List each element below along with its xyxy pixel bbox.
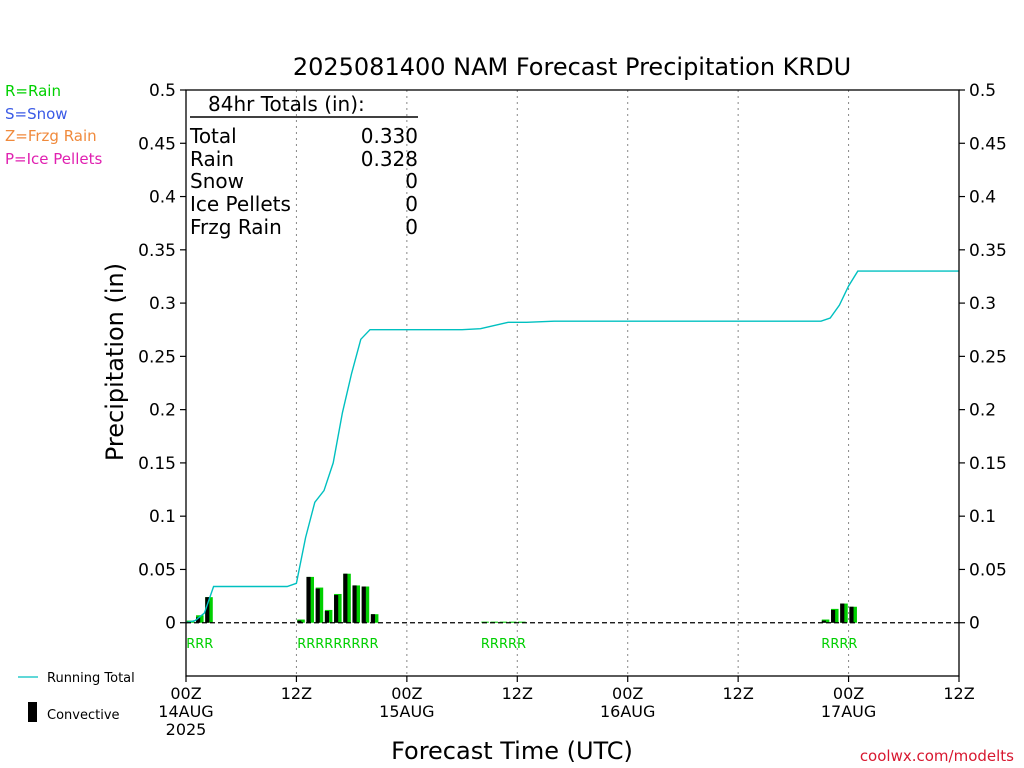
x-tick-label: 00Z [170,684,201,703]
y-tick-label-left: 0 [165,614,176,634]
rain-bar [508,621,517,623]
x-tick-label: 12Z [722,684,753,703]
convective-bar [205,597,210,623]
y-tick-label-right: 0.45 [969,134,1007,154]
totals-label-freezing-rain: Frzg Rain [190,215,282,239]
rain-bar [499,621,508,623]
y-tick-label-left: 0.45 [138,134,176,154]
totals-label-total: Total [189,124,237,148]
x-tick-label: 14AUG [158,702,213,721]
y-tick-label-left: 0.25 [138,347,176,367]
totals-label-rain: Rain [190,147,234,171]
x-tick-label: 12Z [502,684,533,703]
y-tick-label-right: 0.05 [969,560,1007,580]
totals-box: 84hr Totals (in): Total 0.330 Rain 0.328… [189,92,418,239]
x-tick-label: 00Z [833,684,864,703]
convective-bar [324,611,330,623]
convective-bar [334,595,339,623]
ptype-labels-group: RRR RRRRRRRRR RRRRR RRRR [186,637,857,652]
convective-bar [315,588,320,623]
y-tick-label-left: 0.2 [149,401,176,421]
convective-bar [370,614,376,623]
bars-group [186,573,857,623]
running-total-group [185,270,959,624]
y-tick-label-right: 0 [969,614,980,634]
y-tick-label-left: 0.05 [138,560,176,580]
x-tick-label: 12Z [943,684,974,703]
legend-ice-pellets: P=Ice Pellets [5,150,102,168]
y-axis-label: Precipitation (in) [101,263,129,461]
legend-freezing-rain: Z=Frzg Rain [5,127,97,145]
y-tick-label-left: 0.5 [149,81,176,101]
y-tick-label-left: 0.4 [149,188,176,208]
totals-label-snow: Snow [190,169,244,193]
y-tick-label-right: 0.25 [969,347,1007,367]
grid-lines [295,90,850,676]
convective-bar [821,620,826,623]
axes-group: 0 00.05 0.050.1 0.10.15 0.150.2 0.20.25 0.250.… [138,81,1007,739]
ptype-label: RRR [186,637,213,652]
ptype-label: RRRR [821,637,857,652]
totals-value-total: 0.330 [361,124,418,148]
x-tick-label: 17AUG [821,702,876,721]
x-tick-label: 2025 [166,720,207,739]
x-tick-label: 00Z [391,684,422,703]
totals-label-ice-pellets: Ice Pellets [190,192,291,216]
y-tick-label-left: 0.1 [149,507,176,527]
y-tick-label-right: 0.2 [969,401,996,421]
convective-bar [840,603,845,623]
convective-bar [830,609,836,623]
y-tick-label-right: 0.35 [969,241,1007,261]
x-tick-label: 12Z [281,684,312,703]
y-tick-label-left: 0.35 [138,241,176,261]
legend-running-total-label: Running Total [47,671,135,686]
running-total-line [185,270,959,624]
ptype-label: RRRRRRRRR [297,637,378,652]
convective-bar [196,617,201,623]
plot-frame [185,89,960,677]
x-tick-label: 00Z [612,684,643,703]
convective-bar [352,585,357,623]
convective-bar [343,573,348,623]
x-axis-label: Forecast Time (UTC) [391,737,633,765]
x-tick-label: 16AUG [600,702,655,721]
convective-bar [297,620,302,623]
y-tick-label-left: 0.3 [149,294,176,314]
x-tick-label: 15AUG [379,702,434,721]
ptype-label: RRRRR [481,637,526,652]
credit-text: coolwx.com/modelts [860,747,1014,765]
totals-value-freezing-rain: 0 [405,215,418,239]
legend-convective-swatch [28,702,37,722]
legend-convective-label: Convective [47,708,120,723]
legend-snow: S=Snow [5,105,68,123]
rain-bar [518,621,526,623]
y-tick-label-left: 0.15 [138,454,176,474]
totals-value-ice-pellets: 0 [405,192,418,216]
convective-bar [306,576,311,623]
y-tick-label-right: 0.15 [969,454,1007,474]
convective-bar [361,586,366,623]
totals-value-snow: 0 [405,169,418,193]
y-tick-label-right: 0.4 [969,188,996,208]
y-tick-label-right: 0.1 [969,507,996,527]
totals-header: 84hr Totals (in): [208,92,365,116]
convective-bar [849,606,854,623]
legend-rain: R=Rain [5,82,61,100]
chart-title: 2025081400 NAM Forecast Precipitation KR… [293,53,851,81]
totals-value-rain: 0.328 [361,147,418,171]
y-tick-label-right: 0.5 [969,81,996,101]
y-tick-label-right: 0.3 [969,294,996,314]
